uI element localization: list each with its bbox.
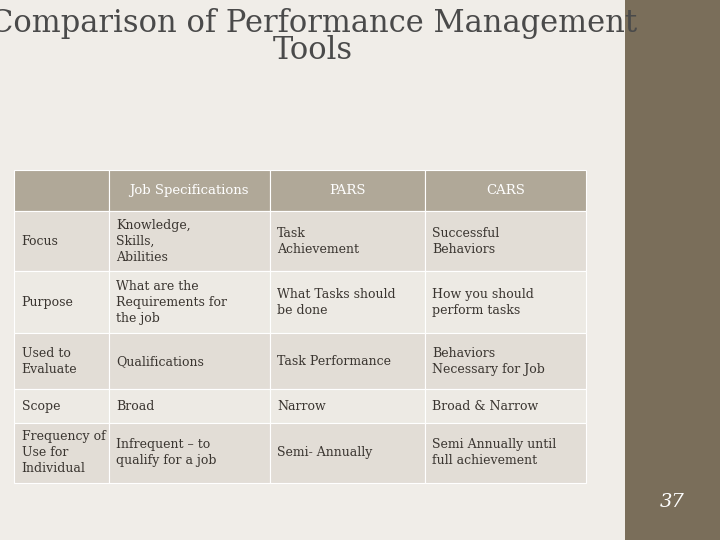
- Bar: [109, 389, 270, 423]
- Bar: [425, 170, 586, 211]
- Bar: [425, 423, 586, 483]
- Text: Narrow: Narrow: [277, 400, 326, 413]
- Bar: [425, 389, 586, 423]
- Bar: [14, 211, 109, 271]
- Bar: [270, 271, 425, 334]
- Bar: [14, 334, 109, 389]
- Text: Broad: Broad: [116, 400, 154, 413]
- Text: Semi- Annually: Semi- Annually: [277, 447, 372, 460]
- Text: 37: 37: [660, 493, 685, 511]
- Bar: [109, 271, 270, 334]
- Bar: [109, 211, 270, 271]
- Bar: [270, 211, 425, 271]
- Bar: [425, 334, 586, 389]
- Text: Job Specifications: Job Specifications: [130, 184, 249, 197]
- Text: Task Performance: Task Performance: [277, 355, 391, 368]
- Bar: [14, 389, 109, 423]
- Text: PARS: PARS: [329, 184, 366, 197]
- Text: Broad & Narrow: Broad & Narrow: [432, 400, 539, 413]
- Bar: [14, 170, 109, 211]
- Text: Comparison of Performance Management: Comparison of Performance Management: [0, 8, 636, 39]
- Text: Qualifications: Qualifications: [116, 355, 204, 368]
- Bar: [109, 170, 270, 211]
- Text: Knowledge,
Skills,
Abilities: Knowledge, Skills, Abilities: [116, 219, 191, 264]
- Text: Frequency of
Use for
Individual: Frequency of Use for Individual: [22, 430, 105, 475]
- Bar: [425, 211, 586, 271]
- Text: Successful
Behaviors: Successful Behaviors: [432, 226, 500, 255]
- Text: How you should
perform tasks: How you should perform tasks: [432, 288, 534, 316]
- Bar: [109, 423, 270, 483]
- Bar: [625, 0, 720, 540]
- Text: Semi Annually until
full achievement: Semi Annually until full achievement: [432, 438, 557, 468]
- Text: What are the
Requirements for
the job: What are the Requirements for the job: [116, 280, 227, 325]
- Text: Scope: Scope: [22, 400, 60, 413]
- Text: Focus: Focus: [22, 234, 58, 247]
- Text: Purpose: Purpose: [22, 295, 73, 308]
- Text: Behaviors
Necessary for Job: Behaviors Necessary for Job: [432, 347, 545, 376]
- Text: Task
Achievement: Task Achievement: [277, 226, 359, 255]
- Bar: [270, 423, 425, 483]
- Bar: [270, 170, 425, 211]
- Bar: [109, 334, 270, 389]
- Text: Tools: Tools: [273, 35, 354, 66]
- Bar: [270, 334, 425, 389]
- Bar: [270, 389, 425, 423]
- Text: CARS: CARS: [486, 184, 525, 197]
- Bar: [14, 423, 109, 483]
- Text: Infrequent – to
qualify for a job: Infrequent – to qualify for a job: [116, 438, 217, 468]
- Text: Used to
Evaluate: Used to Evaluate: [22, 347, 77, 376]
- Bar: [425, 271, 586, 334]
- Text: What Tasks should
be done: What Tasks should be done: [277, 288, 396, 316]
- Bar: [14, 271, 109, 334]
